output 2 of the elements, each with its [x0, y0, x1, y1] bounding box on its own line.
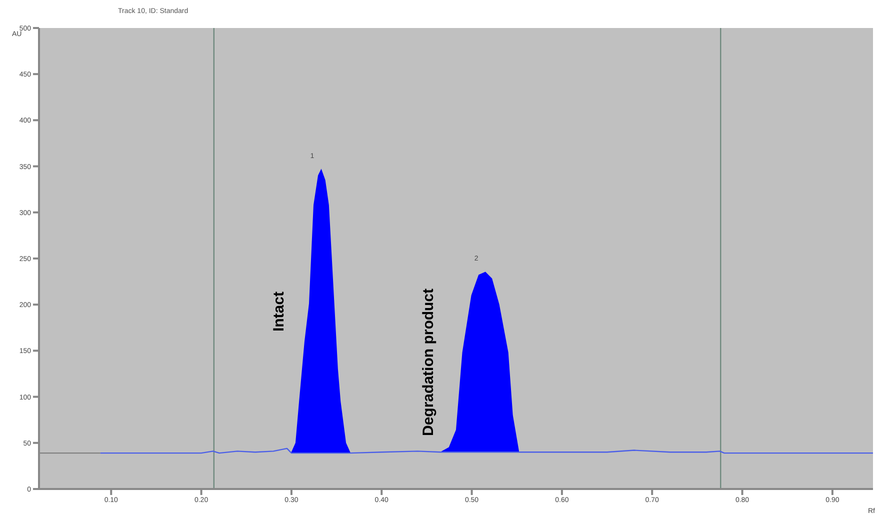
annotation: Degradation product [420, 288, 438, 436]
annotation: Intact [270, 292, 288, 332]
